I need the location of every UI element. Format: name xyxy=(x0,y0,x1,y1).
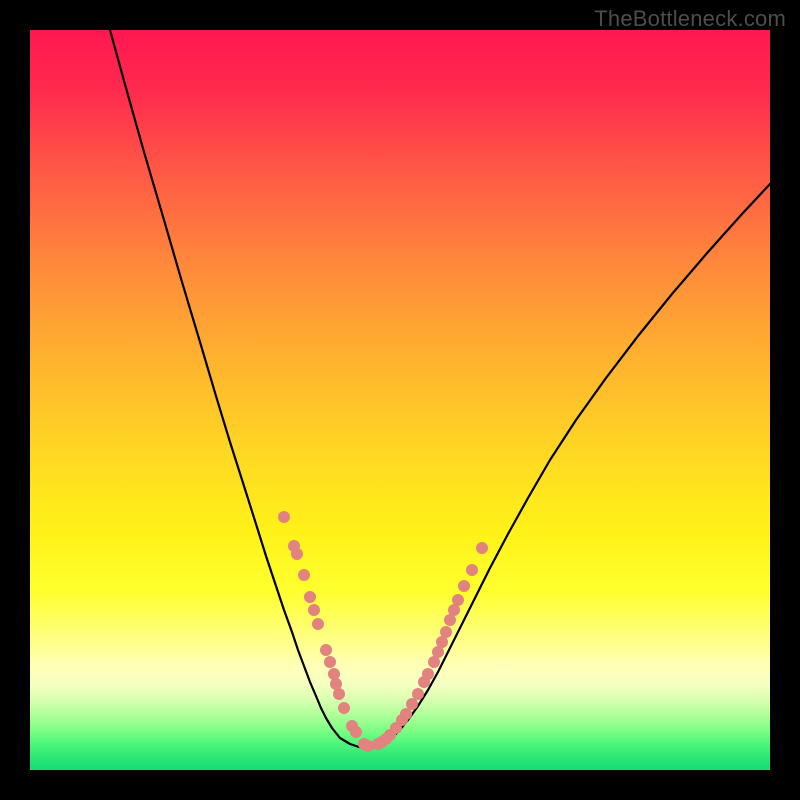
right-curve xyxy=(362,184,770,748)
marker-dot xyxy=(459,581,470,592)
left-curve xyxy=(110,30,362,748)
marker-dot xyxy=(309,605,320,616)
chart-container: TheBottleneck.com xyxy=(0,0,800,800)
marker-dot xyxy=(441,627,452,638)
marker-dot xyxy=(351,727,362,738)
marker-dot xyxy=(407,699,418,710)
marker-dot xyxy=(363,741,374,752)
marker-dot xyxy=(339,703,350,714)
curves-svg xyxy=(30,30,770,770)
marker-dot xyxy=(305,592,316,603)
marker-dot xyxy=(467,565,478,576)
marker-dot xyxy=(321,645,332,656)
watermark-text: TheBottleneck.com xyxy=(594,6,786,32)
marker-dot xyxy=(279,512,290,523)
marker-dot xyxy=(401,709,412,720)
marker-dot xyxy=(329,669,340,680)
marker-dots-group xyxy=(279,512,488,752)
marker-dot xyxy=(313,619,324,630)
marker-dot xyxy=(299,570,310,581)
marker-dot xyxy=(449,605,460,616)
marker-dot xyxy=(292,549,303,560)
marker-dot xyxy=(433,647,444,658)
marker-dot xyxy=(331,679,342,690)
marker-dot xyxy=(334,689,345,700)
marker-dot xyxy=(413,689,424,700)
marker-dot xyxy=(423,669,434,680)
marker-dot xyxy=(445,615,456,626)
marker-dot xyxy=(429,657,440,668)
marker-dot xyxy=(437,637,448,648)
plot-area xyxy=(30,30,770,770)
marker-dot xyxy=(325,657,336,668)
marker-dot xyxy=(477,543,488,554)
marker-dot xyxy=(453,595,464,606)
